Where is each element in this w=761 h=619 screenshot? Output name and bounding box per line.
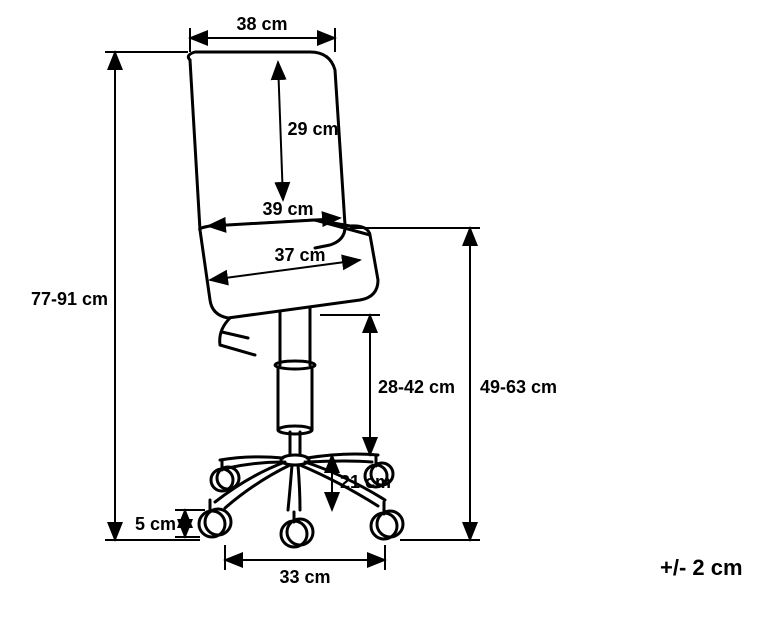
dim-base-width: 33 cm (279, 567, 330, 587)
dim-total-height: 77-91 cm (31, 289, 108, 309)
dimension-arrows (105, 28, 480, 570)
dim-back-height: 29 cm (287, 119, 338, 139)
dim-seat-height: 49-63 cm (480, 377, 557, 397)
dim-seat-depth: 39 cm (262, 199, 313, 219)
caster (211, 460, 239, 491)
dim-seat-to-base: 28-42 cm (378, 377, 455, 397)
caster (281, 512, 313, 547)
dim-caster-height: 5 cm (135, 514, 176, 534)
dim-back-width: 38 cm (236, 14, 287, 34)
chair-dimension-diagram: 38 cm 29 cm 39 cm 37 cm 77-91 cm 28-42 c… (0, 0, 761, 619)
dim-base-height: 21 cm (340, 472, 391, 492)
tolerance-label: +/- 2 cm (660, 555, 743, 580)
dim-seat-width: 37 cm (274, 245, 325, 265)
caster (371, 502, 403, 539)
